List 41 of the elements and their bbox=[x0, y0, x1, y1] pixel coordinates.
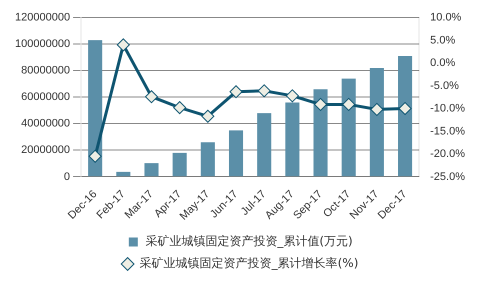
bar bbox=[313, 89, 328, 176]
point bbox=[314, 98, 328, 111]
point bbox=[144, 90, 158, 104]
y2-tick-label: 5.0% bbox=[430, 34, 456, 46]
y2-tick-label: 0.0% bbox=[430, 57, 456, 70]
y2-tick-label: -25.0% bbox=[430, 170, 466, 183]
bar bbox=[398, 56, 412, 176]
y2-tick-label: 10.0% bbox=[430, 12, 462, 24]
point bbox=[342, 98, 356, 111]
legend-label: 采矿业城镇固定资产投资_累计值(万元) bbox=[145, 234, 353, 248]
point bbox=[258, 84, 271, 98]
bar bbox=[200, 142, 215, 176]
bar bbox=[116, 172, 130, 176]
y2-tick-label: -20.0% bbox=[430, 148, 466, 160]
y-tick-label: 80000000 bbox=[21, 64, 70, 77]
point bbox=[370, 102, 384, 116]
y-tick-label: 120000000 bbox=[14, 12, 70, 24]
y-tick-label: 40000000 bbox=[21, 118, 70, 130]
point bbox=[173, 101, 186, 114]
bar bbox=[172, 152, 187, 176]
y2-tick-label: -15.0% bbox=[430, 125, 466, 138]
y-tick-label: 0 bbox=[64, 170, 70, 183]
bar bbox=[144, 163, 159, 176]
bar bbox=[342, 78, 356, 176]
y-tick-label: 20000000 bbox=[21, 144, 70, 156]
point bbox=[398, 102, 412, 116]
point bbox=[116, 38, 130, 52]
point bbox=[286, 89, 299, 102]
point bbox=[88, 150, 102, 163]
bar bbox=[370, 68, 384, 176]
bar bbox=[88, 40, 102, 176]
bar bbox=[228, 130, 244, 176]
y2-tick-label: -10.0% bbox=[430, 102, 466, 115]
bar bbox=[285, 102, 300, 176]
legend-label: 采矿业城镇固定资产投资_累计增长率(%) bbox=[140, 256, 358, 270]
y-tick-label: 100000000 bbox=[14, 38, 70, 50]
y-tick-label: 60000000 bbox=[21, 91, 70, 104]
point bbox=[201, 110, 214, 123]
bar bbox=[257, 113, 272, 176]
point bbox=[230, 85, 243, 98]
y2-tick-label: -5.0% bbox=[430, 80, 460, 92]
